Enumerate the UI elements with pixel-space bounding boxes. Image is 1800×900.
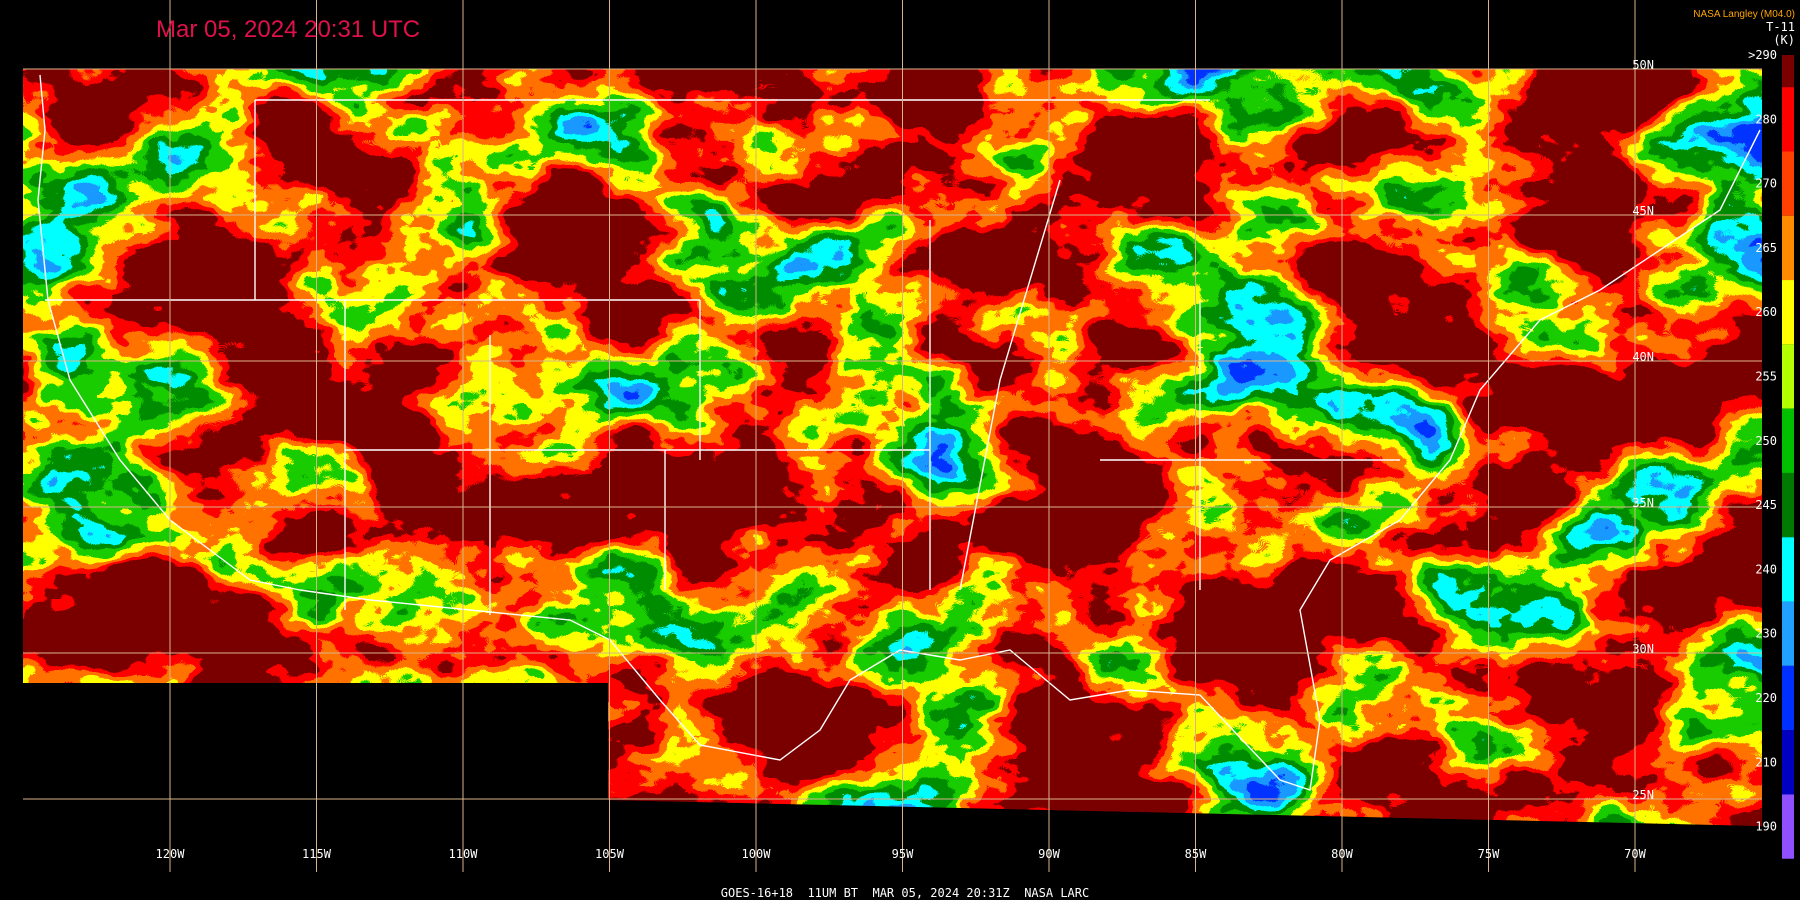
longitude-label: 80W — [1331, 847, 1353, 861]
credit: NASA Langley (M04.0) — [1693, 9, 1795, 20]
unit: (K) — [1773, 33, 1795, 47]
colorbar-swatch — [1782, 151, 1794, 216]
colorbar-label: 250 — [1755, 434, 1777, 448]
graticule: 120W 115W 110W 105W 100W 95W 90W 85W 80W 75W 70W 50… — [23, 0, 1762, 872]
colorbar-label: 230 — [1755, 627, 1777, 641]
west-coast — [37, 74, 301, 591]
colorbar-swatch — [1782, 537, 1794, 602]
colorbar-swatch — [1782, 408, 1794, 473]
colorbar: >290 280 270 265 260 255 250 245 240 230 220 210 190 — [1748, 48, 1794, 859]
longitude-label: 105W — [595, 847, 625, 861]
longitude-label: 100W — [742, 847, 772, 861]
product-name: T-11 — [1766, 20, 1795, 34]
colorbar-label: 210 — [1755, 755, 1777, 769]
colorbar-label: 220 — [1755, 691, 1777, 705]
borders — [37, 74, 1761, 791]
longitude-label: 120W — [156, 847, 186, 861]
colorbar-label: 245 — [1755, 498, 1777, 512]
longitude-label: 70W — [1624, 847, 1646, 861]
colorbar-swatch — [1782, 87, 1794, 152]
latitude-label: 35N — [1632, 496, 1654, 510]
longitude-label: 85W — [1185, 847, 1207, 861]
longitude-label: 90W — [1038, 847, 1060, 861]
colorbar-swatch — [1782, 55, 1794, 88]
longitude-label: 75W — [1478, 847, 1500, 861]
colorbar-label: 255 — [1755, 370, 1777, 384]
colorbar-swatch — [1782, 730, 1794, 795]
colorbar-label: 265 — [1755, 241, 1777, 255]
longitude-label: 115W — [302, 847, 332, 861]
longitude-label: 110W — [449, 847, 479, 861]
latitude-label: 30N — [1632, 642, 1654, 656]
colorbar-swatch — [1782, 472, 1794, 538]
colorbar-swatch — [1782, 280, 1794, 345]
latitude-label: 40N — [1632, 350, 1654, 364]
latitude-label: 25N — [1632, 788, 1654, 802]
colorbar-label: 240 — [1755, 562, 1777, 576]
colorbar-swatch — [1782, 794, 1794, 859]
colorbar-label: >290 — [1748, 48, 1777, 62]
longitude-label: 95W — [892, 847, 914, 861]
colorbar-swatch — [1782, 215, 1794, 281]
latitude-label: 50N — [1632, 58, 1654, 72]
colorbar-label: 270 — [1755, 177, 1777, 191]
footer: GOES-16+18 11UM BT MAR 05, 2024 20:31Z N… — [721, 886, 1089, 900]
timestamp-title: Mar 05, 2024 20:31 UTC — [156, 16, 420, 43]
colorbar-label: 280 — [1755, 112, 1777, 126]
colorbar-swatch — [1782, 665, 1794, 731]
colorbar-label: 260 — [1755, 305, 1777, 319]
colorbar-swatch — [1782, 344, 1794, 409]
colorbar-swatch — [1782, 601, 1794, 666]
state-lines — [45, 99, 1400, 615]
south-east-coast — [299, 129, 1761, 791]
colorbar-label: 190 — [1755, 820, 1777, 834]
latitude-label: 45N — [1632, 204, 1654, 218]
